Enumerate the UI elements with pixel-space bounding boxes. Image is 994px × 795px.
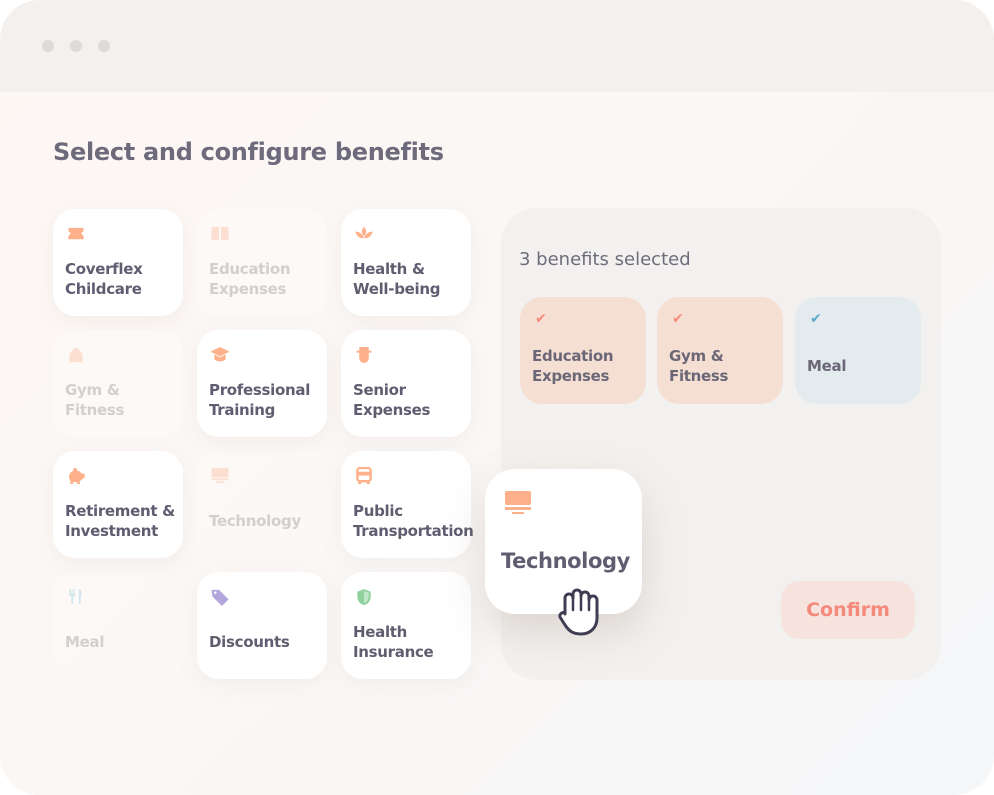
ticket-icon <box>68 227 84 240</box>
selected-benefit-label: Education Expenses <box>532 346 614 385</box>
check-icon: ✔ <box>535 311 547 327</box>
selected-benefit-gym[interactable]: ✔ Gym & Fitness <box>657 297 783 404</box>
shield-icon <box>357 588 371 606</box>
selected-count: 3 benefits selected <box>519 249 691 270</box>
selected-benefit-education[interactable]: ✔ Education Expenses <box>520 297 646 404</box>
dragged-benefit-label: Technology <box>501 549 630 573</box>
book-icon <box>211 226 229 241</box>
benefit-label: Professional Training <box>209 380 311 419</box>
benefit-card-gym-fitness[interactable]: Gym & Fitness <box>53 330 183 437</box>
benefit-label: Discounts <box>209 632 290 651</box>
benefit-label: Retirement & Investment <box>65 501 175 540</box>
selected-benefit-label: Meal <box>807 356 847 375</box>
benefit-card-education-expenses[interactable]: Education Expenses <box>197 209 327 316</box>
benefit-label: Health & Well-being <box>353 259 441 298</box>
benefit-card-health-insurance[interactable]: Health Insurance <box>341 572 471 679</box>
benefit-card-meal[interactable]: Meal <box>53 572 183 679</box>
benefit-label: Senior Expenses <box>353 380 431 419</box>
benefit-card-professional-training[interactable]: Professional Training <box>197 330 327 437</box>
piggy-bank-icon <box>68 467 85 485</box>
benefit-card-technology[interactable]: Technology <box>197 451 327 558</box>
window-close-button[interactable] <box>42 40 54 52</box>
bus-icon <box>356 467 372 485</box>
benefit-label: Technology <box>209 511 301 530</box>
monitor-icon <box>211 467 229 484</box>
confirm-button[interactable]: Confirm <box>781 581 915 639</box>
check-icon: ✔ <box>672 311 684 327</box>
benefit-card-discounts[interactable]: Discounts <box>197 572 327 679</box>
lotus-icon <box>355 226 373 239</box>
selected-benefit-meal[interactable]: ✔ Meal <box>795 297 921 404</box>
benefit-card-public-transportation[interactable]: Public Transportation <box>341 451 474 558</box>
page-title: Select and configure benefits <box>53 138 444 166</box>
fork-knife-icon <box>69 588 82 605</box>
benefit-label: Meal <box>65 632 105 651</box>
tag-icon <box>211 589 229 606</box>
graduation-cap-icon <box>210 346 230 362</box>
benefit-card-coverflex-childcare[interactable]: Coverflex Childcare <box>53 209 183 316</box>
benefit-label: Public Transportation <box>353 501 474 540</box>
kettlebell-icon <box>69 347 83 363</box>
benefit-card-senior-expenses[interactable]: Senior Expenses <box>341 330 471 437</box>
title-bar <box>0 0 994 92</box>
monitor-icon <box>505 491 531 514</box>
check-icon: ✔ <box>810 311 822 327</box>
window-maximize-button[interactable] <box>98 40 110 52</box>
benefit-card-health-well-being[interactable]: Health & Well-being <box>341 209 471 316</box>
window-minimize-button[interactable] <box>70 40 82 52</box>
benefit-label: Gym & Fitness <box>65 380 125 419</box>
benefit-label: Coverflex Childcare <box>65 259 143 298</box>
benefit-label: Health Insurance <box>353 622 434 661</box>
dragged-benefit-card[interactable]: Technology <box>485 469 642 614</box>
selected-benefit-label: Gym & Fitness <box>669 346 729 385</box>
senior-icon <box>356 346 372 364</box>
benefit-label: Education Expenses <box>209 259 291 298</box>
benefit-card-retirement-investment[interactable]: Retirement & Investment <box>53 451 183 558</box>
grab-cursor-icon <box>558 588 599 636</box>
